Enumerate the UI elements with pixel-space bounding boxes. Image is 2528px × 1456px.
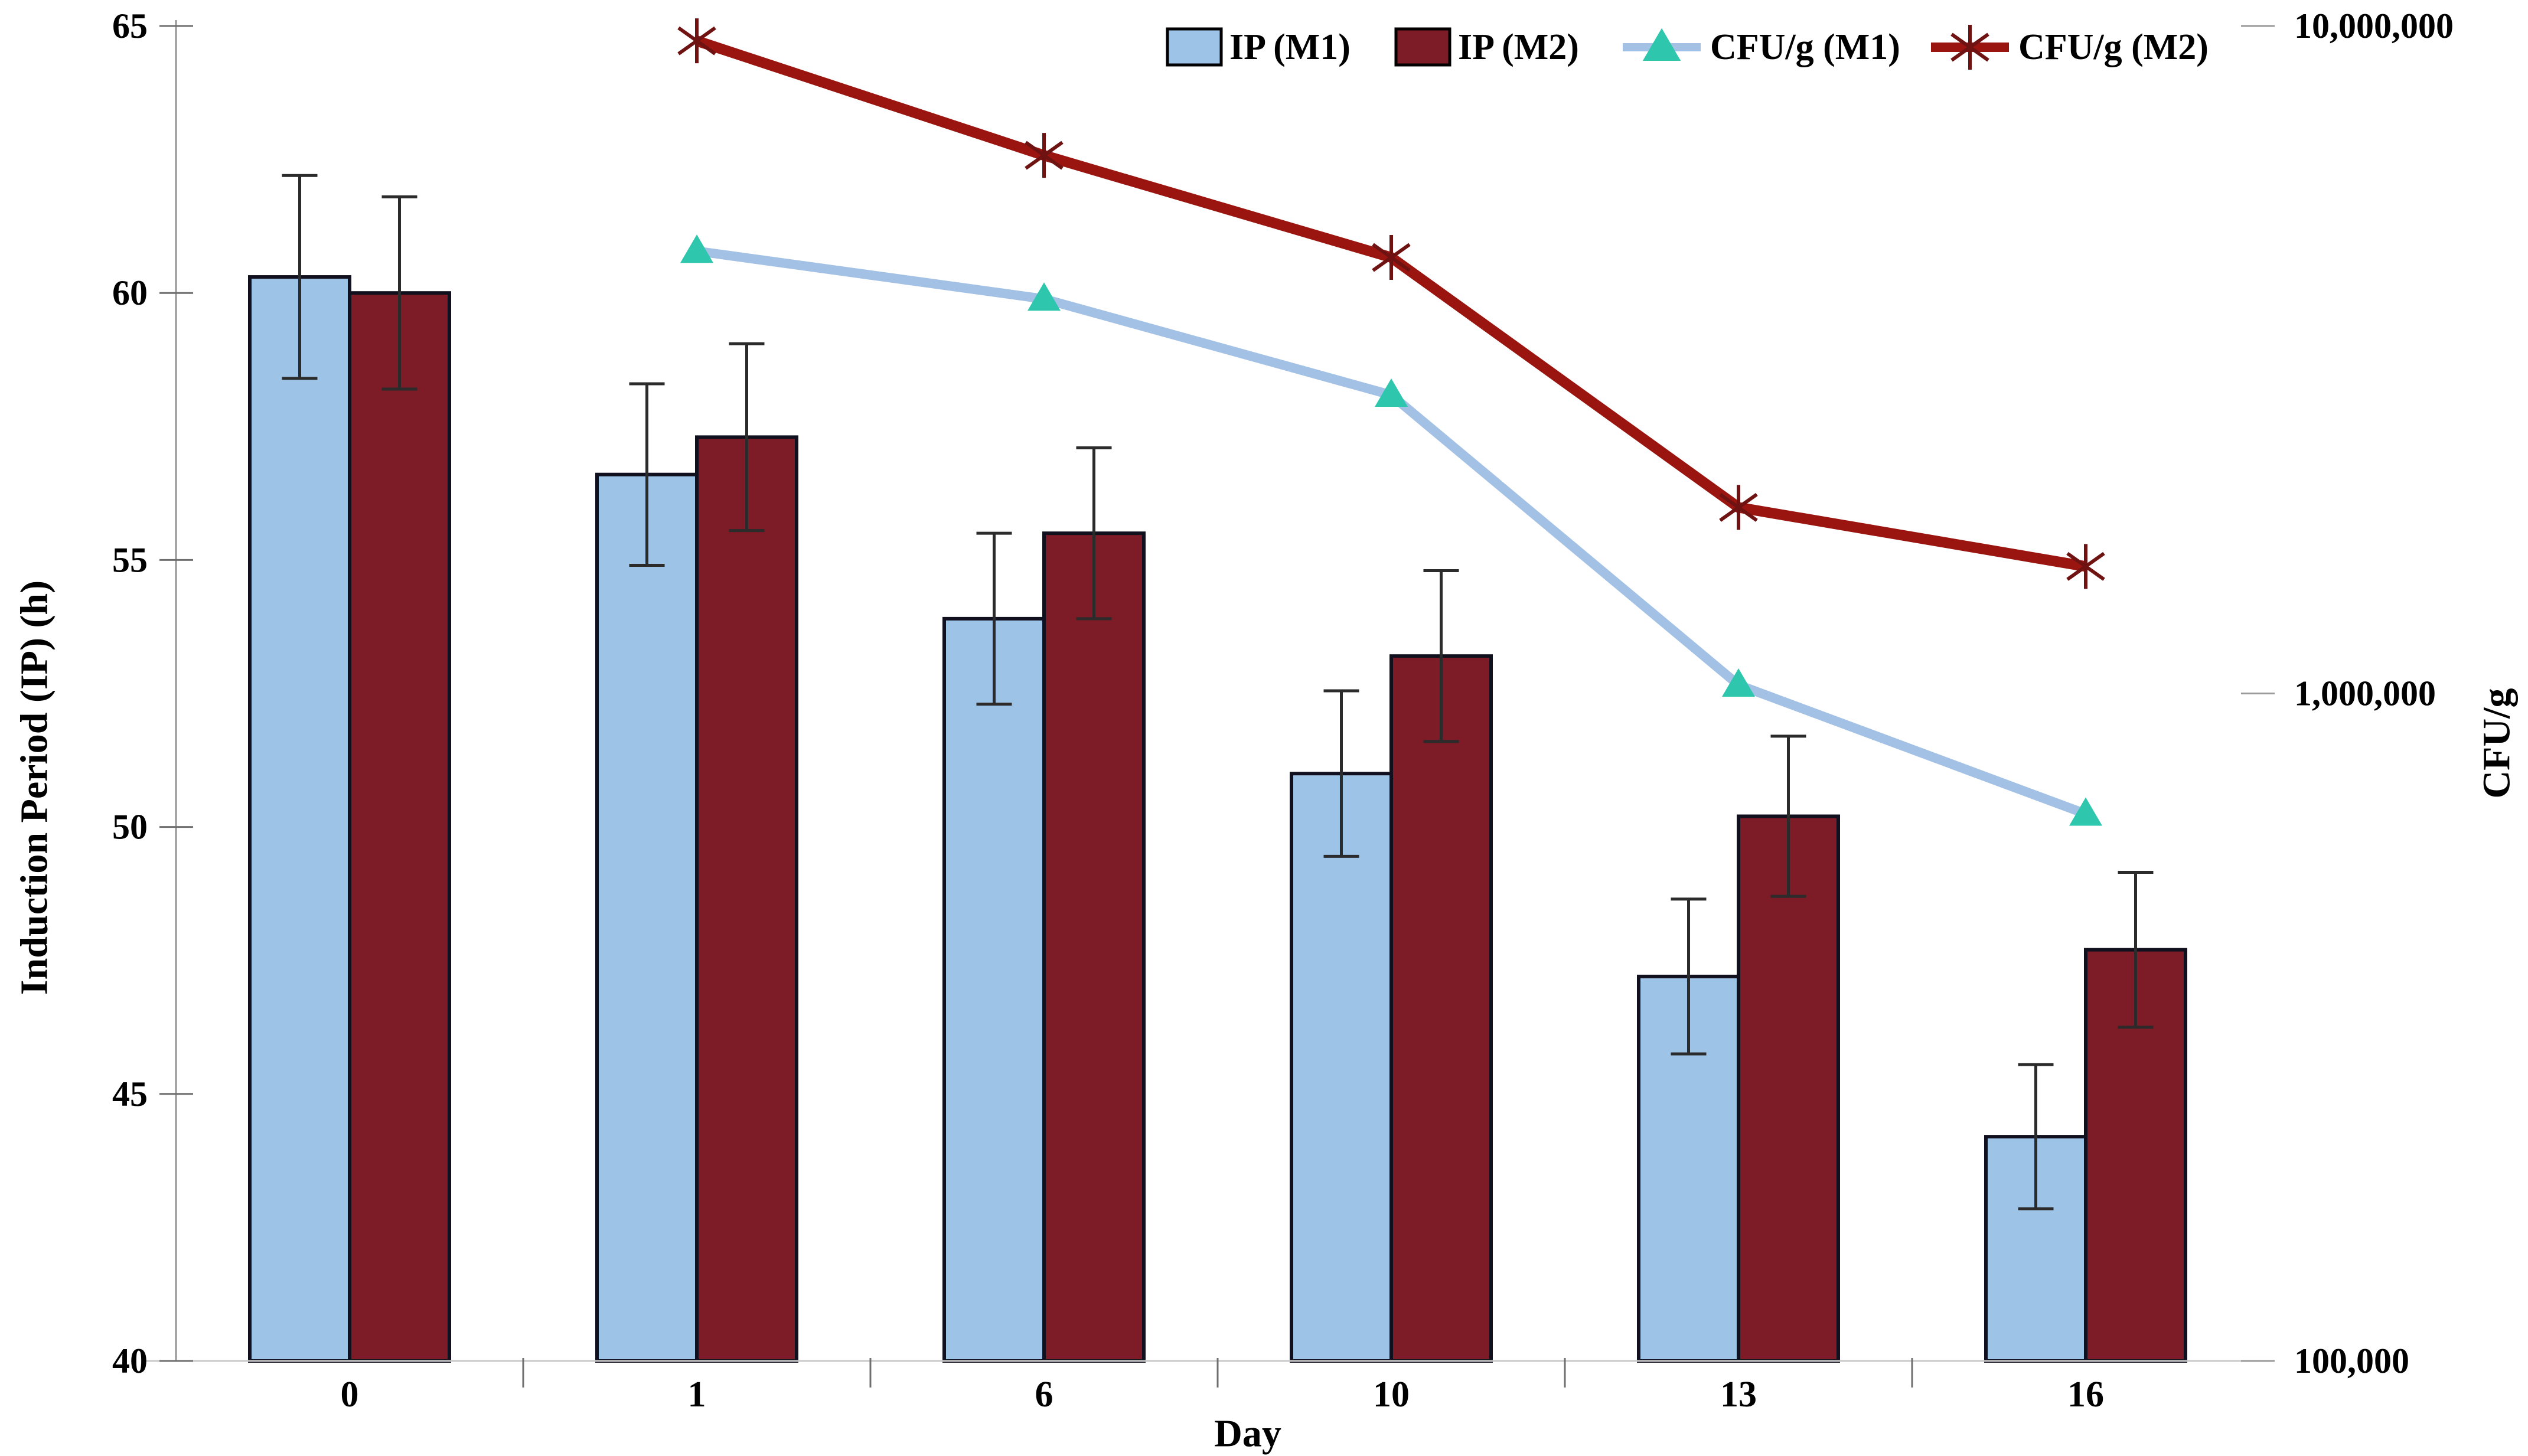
bar-ip-m2--day-10 — [1389, 654, 1493, 1363]
error-bar — [2018, 1063, 2054, 1210]
axes-group — [142, 20, 2275, 1388]
line-series-group — [677, 18, 2105, 826]
bar-ip-m2--day-6 — [1042, 531, 1146, 1363]
right-axis-tick-label: 100,000 — [2294, 1341, 2409, 1380]
error-bar — [1423, 569, 1459, 743]
right-axis-title: CFU/g — [2475, 688, 2519, 799]
legend-label: IP (M1) — [1229, 27, 1351, 67]
legend-item-cfu-m1 — [1623, 28, 1701, 61]
legend-swatch-ip-m2 — [1394, 27, 1451, 67]
bar-ip-m1--day-10 — [1290, 772, 1393, 1363]
legend-label: CFU/g (M1) — [1710, 27, 1900, 67]
bar-ip-m2--day-13 — [1737, 814, 1840, 1363]
bar-ip-m2--day-0 — [348, 291, 451, 1363]
bar-ip-m2--day-1 — [695, 435, 798, 1363]
legend-item-ip-m2 — [1394, 27, 1451, 67]
bar-ip-m1--day-6 — [942, 616, 1046, 1363]
left-axis-title: Induction Period (IP) (h) — [13, 580, 56, 995]
triangle-marker — [680, 234, 713, 263]
right-axis-tick-label: 1,000,000 — [2294, 674, 2436, 713]
left-axis-tick-label: 55 — [112, 540, 148, 579]
error-bar — [976, 531, 1012, 706]
error-bar — [1770, 734, 1806, 898]
legend-swatch-ip-m1 — [1166, 27, 1223, 67]
left-axis-tick-label: 65 — [112, 6, 148, 45]
error-bar — [2118, 870, 2154, 1029]
line-cfu-g-m2- — [695, 35, 2087, 572]
left-axis-tick-label: 60 — [112, 273, 148, 312]
triangle-marker — [2069, 797, 2102, 826]
asterisk-marker — [1025, 133, 1064, 178]
error-bars-group — [282, 174, 2154, 1210]
triangle-marker — [1375, 378, 1408, 407]
error-bar — [729, 342, 765, 533]
x-axis-category-label: 1 — [688, 1375, 706, 1415]
bar-ip-m1--day-1 — [595, 472, 699, 1363]
x-axis-category-label: 10 — [1373, 1375, 1410, 1415]
triangle-marker — [1722, 668, 1755, 697]
error-bar — [1076, 446, 1112, 621]
x-axis-category-label: 13 — [1720, 1375, 1757, 1415]
asterisk-marker — [1372, 235, 1411, 280]
error-bar — [1671, 897, 1707, 1056]
left-axis-tick-label: 45 — [112, 1075, 148, 1114]
left-axis-tick-label: 50 — [112, 808, 148, 847]
right-axis-tick-label: 10,000,000 — [2294, 6, 2454, 45]
error-bar — [282, 174, 318, 380]
error-bar — [381, 195, 417, 391]
legend-item-ip-m1 — [1166, 27, 1223, 67]
error-bar — [1323, 689, 1359, 858]
bar-series-group — [248, 275, 2187, 1363]
triangle-marker — [1027, 282, 1061, 311]
bar-ip-m1--day-0 — [248, 275, 351, 1363]
legend-label: IP (M2) — [1458, 27, 1579, 67]
asterisk-marker — [1719, 485, 1758, 530]
x-axis-title: Day — [1214, 1412, 1281, 1455]
triangle-marker — [1642, 28, 1681, 61]
x-axis-category-label: 6 — [1035, 1375, 1053, 1415]
left-axis-tick-label: 40 — [112, 1341, 148, 1380]
asterisk-marker — [677, 18, 716, 64]
x-axis-category-label: 16 — [2067, 1375, 2104, 1415]
asterisk-marker — [1950, 25, 1989, 70]
error-bar — [629, 382, 665, 567]
x-axis-category-label: 0 — [341, 1375, 359, 1415]
legend: IP (M1) IP (M2) CFU/g (M1) CFU/g (M2) — [1166, 25, 2209, 70]
legend-label: CFU/g (M2) — [2018, 27, 2209, 67]
asterisk-marker — [2066, 544, 2105, 589]
legend-item-cfu-m2 — [1931, 25, 2009, 70]
